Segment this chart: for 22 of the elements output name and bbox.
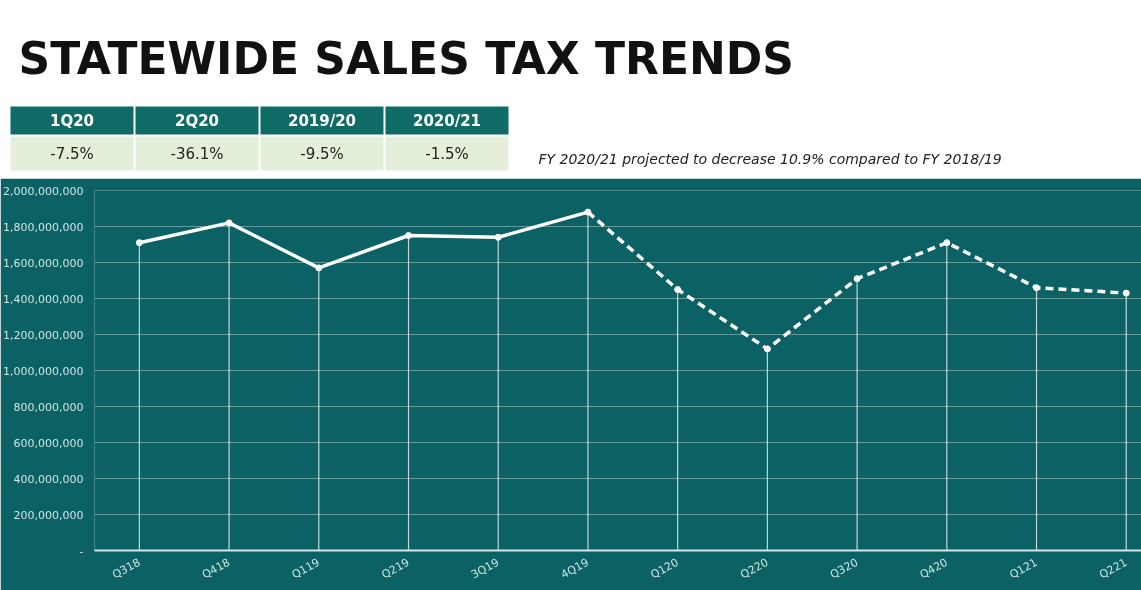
text: -7.5% — [50, 144, 94, 163]
chart-title: STATEWIDE SALES TAX TRENDS — [18, 33, 795, 84]
text: 1Q20 — [49, 111, 95, 130]
y-tick-label: 1,800,000,000 — [3, 220, 84, 234]
y-tick-label: 2,000,000,000 — [3, 184, 84, 198]
text: -36.1% — [170, 144, 224, 163]
text: 2019/20 — [287, 111, 357, 130]
y-tick-label: 600,000,000 — [13, 436, 84, 450]
y-tick-label: - — [79, 544, 84, 558]
text: 2020/21 — [412, 111, 482, 130]
y-tick-label: 1,000,000,000 — [3, 364, 84, 378]
y-tick-label: 800,000,000 — [13, 400, 84, 414]
x-tick-label: 4Q19 — [558, 555, 592, 582]
y-tick-label: 1,600,000,000 — [3, 256, 84, 270]
y-tick-label: 200,000,000 — [13, 508, 84, 522]
y-tick-label: 400,000,000 — [13, 472, 84, 486]
text: 2Q20 — [174, 111, 220, 130]
y-tick-label: 1,200,000,000 — [3, 328, 84, 342]
text: FY 2020/21 projected to decrease 10.9% compared to FY 2018/19 — [538, 150, 1002, 167]
text: -9.5% — [300, 144, 344, 163]
y-tick-label: 1,400,000,000 — [3, 292, 84, 306]
text: -1.5% — [425, 144, 469, 163]
